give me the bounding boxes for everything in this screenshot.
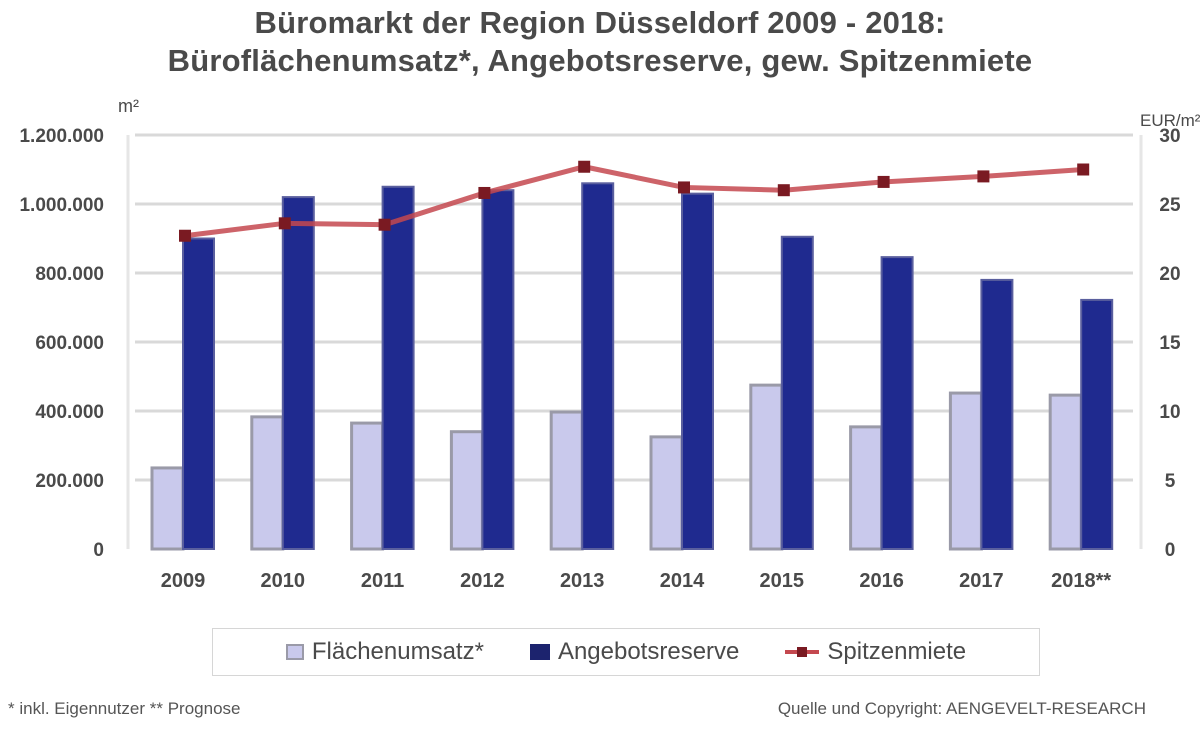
left-tick-label: 600.000 <box>35 333 104 354</box>
bar-flaechenumsatz <box>1048 393 1083 551</box>
right-tick-label: 20 <box>1159 264 1180 285</box>
left-tick-label: 1.200.000 <box>19 126 104 147</box>
legend-label: Flächenumsatz* <box>311 638 484 665</box>
chart-title-line2: Büroflächenumsatz*, Angebotsreserve, gew… <box>167 43 1033 78</box>
left-tick-label: 1.000.000 <box>19 195 104 216</box>
x-tick-label: 2015 <box>760 570 805 592</box>
legend-item-flaechenumsatz: Flächenumsatz* <box>285 638 484 666</box>
spitzenmiete-marker <box>977 170 990 183</box>
legend-swatch-dark-bar <box>529 644 550 660</box>
right-axis: 0 5 10 15 20 25 30 <box>1139 126 1181 561</box>
legend-swatch-light-bar <box>285 644 304 660</box>
chart-title-line1: Büromarkt der Region Düsseldorf 2009 - 2… <box>254 5 946 40</box>
left-tick-label: 200.000 <box>35 471 104 492</box>
x-tick-label: 2009 <box>161 570 206 592</box>
legend-item-spitzenmiete: Spitzenmiete <box>785 638 966 666</box>
left-tick-label: 800.000 <box>35 264 104 285</box>
bar-angebotsreserve <box>880 256 914 550</box>
x-tick-label: 2018** <box>1051 570 1111 592</box>
footnote: * inkl. Eigennutzer ** Prognose <box>8 699 241 718</box>
legend-item-angebotsreserve: Angebotsreserve <box>529 638 740 666</box>
bar-flaechenumsatz <box>549 410 584 551</box>
left-tick-label: 0 <box>93 540 104 561</box>
spitzenmiete-marker <box>179 229 191 242</box>
bar-angebotsreserve <box>281 196 315 550</box>
x-tick-label: 2014 <box>660 570 705 592</box>
x-axis: 2009 2010 2011 2012 2013 2014 2015 2016 2017 2018… <box>161 570 1112 592</box>
spitzenmiete-line <box>179 160 1090 242</box>
source-credit: Quelle und Copyright: AENGEVELT-RESEARCH <box>777 699 1146 718</box>
x-tick-label: 2016 <box>859 570 904 592</box>
right-tick-label: 30 <box>1159 126 1180 147</box>
bar-flaechenumsatz <box>350 421 385 551</box>
spitzenmiete-marker <box>877 175 890 188</box>
bar-angebotsreserve <box>581 182 615 551</box>
bar-flaechenumsatz <box>250 415 285 551</box>
legend-label: Spitzenmiete <box>827 638 967 665</box>
x-tick-label: 2013 <box>560 570 605 592</box>
spitzenmiete-marker <box>678 181 690 194</box>
bar-flaechenumsatz <box>849 425 884 551</box>
bar-angebotsreserve <box>980 278 1014 550</box>
left-axis: 0 200.000 400.000 600.000 800.000 1.000.000 1.… <box>19 126 130 561</box>
right-tick-label: 25 <box>1159 195 1181 216</box>
bar-angebotsreserve <box>1080 298 1114 550</box>
bar-angebotsreserve <box>182 237 215 550</box>
bar-angebotsreserve <box>681 192 714 550</box>
bar-angebotsreserve <box>780 235 814 550</box>
right-tick-label: 15 <box>1159 333 1181 354</box>
bar-flaechenumsatz <box>749 383 784 551</box>
left-tick-label: 400.000 <box>35 402 104 423</box>
right-tick-label: 10 <box>1159 402 1180 423</box>
spitzenmiete-marker <box>278 217 291 230</box>
legend-swatch-line-marker <box>785 644 820 660</box>
right-axis-unit: EUR/m² <box>1140 111 1200 130</box>
bar-flaechenumsatz <box>649 435 684 551</box>
bars <box>150 182 1114 551</box>
chart-title: Büromarkt der Region Düsseldorf 2009 - 2… <box>0 4 1200 80</box>
legend: Flächenumsatz* Angebotsreserve Spitzenmi… <box>212 628 1040 676</box>
x-tick-label: 2010 <box>261 570 306 592</box>
bar-flaechenumsatz <box>449 430 484 551</box>
spitzenmiete-polyline <box>184 164 1084 239</box>
spitzenmiete-marker <box>478 186 491 199</box>
bar-angebotsreserve <box>481 189 515 550</box>
bar-flaechenumsatz <box>150 466 185 551</box>
spitzenmiete-marker <box>578 160 591 173</box>
x-tick-label: 2012 <box>460 570 505 592</box>
right-tick-label: 5 <box>1165 471 1176 492</box>
spitzenmiete-marker <box>1077 163 1090 176</box>
spitzenmiete-marker <box>378 218 391 231</box>
legend-label: Angebotsreserve <box>557 638 740 665</box>
spitzenmiete-marker <box>777 184 790 197</box>
x-tick-label: 2017 <box>959 570 1004 592</box>
bar-angebotsreserve <box>381 185 415 550</box>
bar-flaechenumsatz <box>948 391 983 551</box>
right-tick-label: 0 <box>1165 540 1176 561</box>
left-axis-unit: m² <box>118 96 139 116</box>
x-tick-label: 2011 <box>361 570 404 592</box>
